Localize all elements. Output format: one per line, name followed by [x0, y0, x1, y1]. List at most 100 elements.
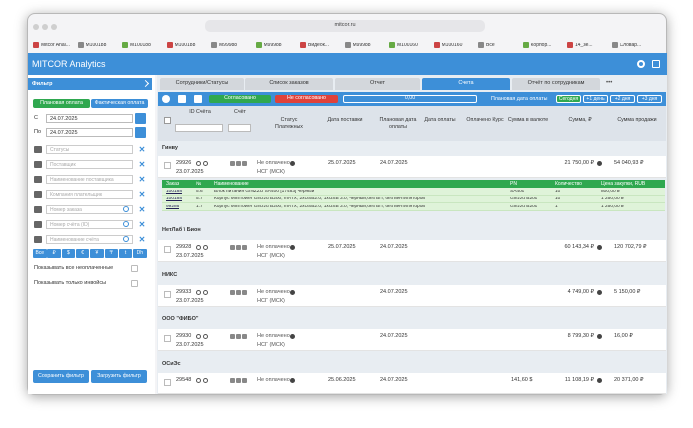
- logout-icon[interactable]: [652, 60, 660, 68]
- currency-button[interactable]: $: [61, 249, 76, 258]
- calendar-icon[interactable]: [135, 113, 146, 124]
- row-checkbox[interactable]: [164, 291, 171, 298]
- row-checkbox[interactable]: [164, 246, 171, 253]
- account-search[interactable]: [228, 124, 251, 132]
- toolbar-icon[interactable]: [178, 95, 186, 103]
- quick-date-button[interactable]: +3 дня: [637, 95, 662, 103]
- bookmark[interactable]: M100188: [174, 42, 196, 48]
- currency-button[interactable]: Dh: [133, 249, 147, 258]
- bookmark[interactable]: M99988: [263, 42, 282, 48]
- address-bar[interactable]: [205, 20, 485, 32]
- bookmark[interactable]: M99988: [219, 42, 238, 48]
- bookmark[interactable]: M100160: [397, 42, 418, 48]
- row-icon[interactable]: [242, 290, 247, 295]
- row-icon[interactable]: [203, 334, 208, 339]
- currency-button[interactable]: ₸: [104, 249, 118, 258]
- settings-icon[interactable]: [637, 60, 645, 68]
- toolbar-icon[interactable]: [194, 95, 202, 103]
- row-icon[interactable]: [236, 290, 241, 295]
- item-cell[interactable]: 99286: [166, 204, 180, 209]
- filter-input[interactable]: Компания плательщик: [46, 190, 133, 199]
- window-control[interactable]: [33, 24, 39, 30]
- row-icon[interactable]: [236, 161, 241, 166]
- item-cell[interactable]: 100188: [166, 197, 183, 201]
- bookmark[interactable]: 14_зе...: [575, 42, 593, 48]
- filter-input[interactable]: Статусы: [46, 145, 133, 154]
- row-icon[interactable]: [196, 378, 201, 383]
- bookmark[interactable]: Видеок...: [308, 42, 329, 48]
- row-icon[interactable]: [203, 290, 208, 295]
- invoice-id[interactable]: 29928: [176, 244, 192, 250]
- quick-date-button[interactable]: +1 день: [583, 95, 608, 103]
- filter-input[interactable]: Наименование счёта: [46, 235, 133, 244]
- approved-button[interactable]: Согласовано: [209, 95, 271, 103]
- bookmark[interactable]: M100188: [85, 42, 107, 48]
- row-icon[interactable]: [242, 334, 247, 339]
- window-control[interactable]: [51, 24, 57, 30]
- item-cell[interactable]: 100188: [166, 189, 183, 194]
- row-icon[interactable]: [242, 245, 247, 250]
- date-input[interactable]: 24.07.2025: [46, 114, 133, 123]
- row-icon[interactable]: [236, 334, 241, 339]
- filter-button[interactable]: Загрузить фильтр: [91, 370, 147, 383]
- currency-button[interactable]: ₽: [47, 249, 61, 258]
- search-icon[interactable]: [123, 236, 129, 242]
- clear-icon[interactable]: ✕: [138, 204, 146, 214]
- id-search[interactable]: [175, 124, 223, 132]
- row-icon[interactable]: [203, 378, 208, 383]
- quick-date-button[interactable]: +2 дня: [610, 95, 635, 103]
- clear-icon[interactable]: ✕: [138, 174, 146, 184]
- invoice-id[interactable]: 29930: [176, 333, 192, 339]
- checkbox[interactable]: [131, 265, 138, 272]
- tab-more[interactable]: •••: [606, 80, 613, 86]
- filter-button[interactable]: Сохранить фильтр: [33, 370, 89, 383]
- bookmark[interactable]: Mitcor Anal...: [41, 42, 70, 48]
- toolbar-icon[interactable]: [162, 95, 170, 103]
- row-icon[interactable]: [230, 334, 235, 339]
- clear-icon[interactable]: ✕: [138, 144, 146, 154]
- checkbox[interactable]: [131, 280, 138, 287]
- row-checkbox[interactable]: [164, 162, 171, 169]
- bookmark[interactable]: Словар...: [619, 42, 642, 48]
- bookmark[interactable]: M100160: [441, 42, 463, 48]
- tab[interactable]: Счета: [422, 78, 510, 90]
- row-icon[interactable]: [196, 290, 201, 295]
- row-icon[interactable]: [203, 161, 208, 166]
- quick-date-button[interactable]: Сегодня: [556, 95, 581, 103]
- filter-input[interactable]: Номер счёта (ID): [46, 220, 133, 229]
- search-icon[interactable]: [123, 206, 129, 212]
- row-icon[interactable]: [196, 245, 201, 250]
- filter-input[interactable]: Поставщик: [46, 160, 133, 169]
- bookmark[interactable]: Все: [486, 42, 495, 48]
- tab[interactable]: Список заказов: [245, 78, 333, 90]
- invoice-id[interactable]: 29926: [176, 160, 192, 166]
- currency-button[interactable]: ¥: [90, 249, 104, 258]
- currency-button[interactable]: t: [118, 249, 133, 258]
- row-icon[interactable]: [230, 290, 235, 295]
- bookmark[interactable]: Корпор...: [530, 42, 552, 48]
- calendar-icon[interactable]: [135, 127, 146, 138]
- row-checkbox[interactable]: [164, 335, 171, 342]
- row-icon[interactable]: [236, 245, 241, 250]
- tab[interactable]: Отчёт по сотрудникам: [512, 78, 600, 90]
- search-icon[interactable]: [123, 221, 129, 227]
- row-icon[interactable]: [242, 378, 247, 383]
- date-input[interactable]: 24.07.2025: [46, 128, 133, 137]
- clear-icon[interactable]: ✕: [138, 159, 146, 169]
- filter-input[interactable]: Номер заказа: [46, 205, 133, 214]
- clear-icon[interactable]: ✕: [138, 219, 146, 229]
- invoice-id[interactable]: 29548: [176, 377, 192, 383]
- currency-button[interactable]: Все: [33, 249, 47, 258]
- row-icon[interactable]: [230, 245, 235, 250]
- window-control[interactable]: [42, 24, 48, 30]
- payment-mode-toggle[interactable]: Плановая оплата: [33, 99, 90, 108]
- clear-icon[interactable]: ✕: [138, 189, 146, 199]
- select-all[interactable]: [164, 117, 171, 124]
- row-icon[interactable]: [196, 334, 201, 339]
- tab[interactable]: Сотрудники/Статусы: [160, 78, 244, 90]
- row-icon[interactable]: [230, 161, 235, 166]
- row-icon[interactable]: [203, 245, 208, 250]
- not-approved-button[interactable]: Не согласовано: [275, 95, 338, 103]
- currency-button[interactable]: €: [75, 249, 90, 258]
- filter-input[interactable]: Наименование поставщика: [46, 175, 133, 184]
